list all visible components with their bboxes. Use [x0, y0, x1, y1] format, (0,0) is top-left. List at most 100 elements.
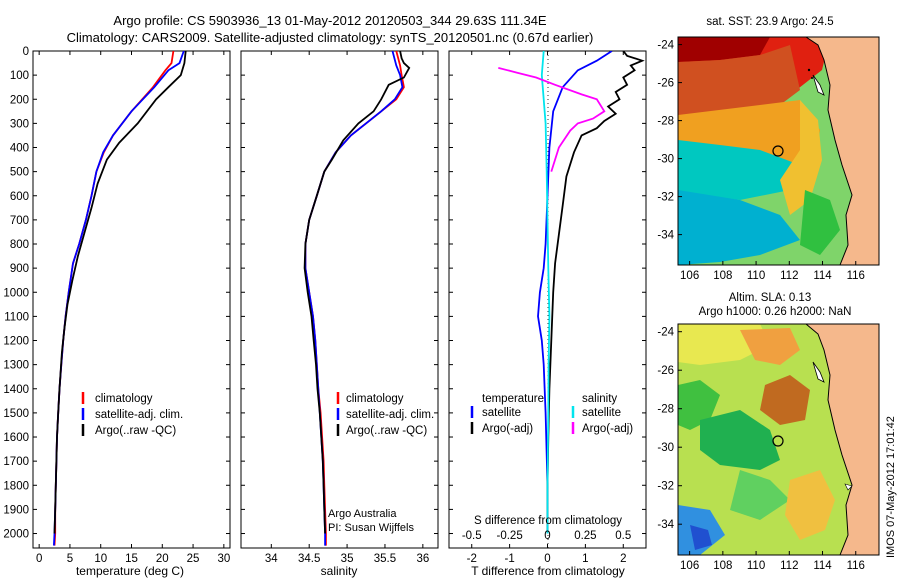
temperature-y-tick-label: 600	[10, 191, 29, 203]
difference-series-group	[498, 51, 645, 534]
diff-legend-salinity-title: salinity	[582, 393, 617, 405]
temperature-x-tick-label: 25	[187, 553, 200, 565]
sla-map-x-tick-label: 108	[713, 560, 732, 572]
difference-top-tick-label: 0.5	[615, 530, 631, 542]
temperature-legend: climatology satellite-adj. clim. Argo(..…	[81, 392, 183, 437]
sla-map-frame	[677, 323, 880, 556]
difference-axes: -2 -1 0 1 2 -0.5 -0.25 0 0.25 0.5	[449, 50, 646, 565]
temperature-y-tick-label: 100	[10, 70, 29, 82]
header-line-2: Climatology: CARS2009. Satellite-adjuste…	[66, 30, 594, 45]
sst-map-frame	[677, 36, 880, 266]
salinity-x-tick-label: 34.5	[298, 553, 320, 565]
sla-map-x-tick-label: 112	[780, 560, 798, 572]
temperature-series-argo-raw-qc	[53, 51, 187, 534]
salinity-series-argo-raw-qc	[303, 51, 411, 534]
difference-series-salinity-satellite	[540, 51, 551, 534]
difference-series-satellite	[537, 51, 613, 534]
sla-map-y-tick-label: -34	[657, 519, 674, 531]
sst-map-y-tick-label: -28	[657, 116, 674, 128]
difference-x-tick-label: -1	[504, 553, 514, 565]
salinity-x-tick-label: 36	[416, 553, 429, 565]
sla-map-x-tick-label: 110	[747, 560, 765, 572]
temperature-y-tick-label: 1200	[3, 336, 29, 348]
temperature-y-tick-label: 1100	[4, 311, 29, 323]
temperature-legend-argo: Argo(..raw -QC)	[95, 425, 176, 437]
imos-timestamp: IMOS 07-May-2012 17:01:42	[885, 416, 897, 558]
sst-map-field	[678, 37, 879, 265]
sla-map-title-line-2: Argo h1000: 0.26 h2000: NaN	[699, 306, 852, 318]
salinity-x-label: salinity	[321, 564, 358, 578]
temperature-y-tick-label: 0	[23, 46, 29, 58]
temperature-panel: 0 5 10 15 20 25 300100200300400500600700800900…	[3, 46, 231, 578]
difference-top-label: S difference from climatology	[474, 515, 622, 527]
difference-legend-salinity: salinity satellite Argo(-adj)	[571, 393, 633, 435]
sst-map-x-tick-label: 116	[847, 270, 865, 282]
temperature-x-tick-label: 5	[67, 553, 73, 565]
diff-legend-temperature-satellite: satellite	[482, 407, 521, 419]
temperature-y-tick-label: 1800	[3, 480, 29, 492]
sst-map-x-tick-label: 106	[680, 270, 699, 282]
diff-legend-temperature-title: temperature	[482, 393, 544, 405]
difference-legend-temperature: temperature satellite Argo(-adj)	[470, 393, 544, 435]
temperature-y-tick-label: 500	[10, 167, 29, 179]
salinity-legend-satellite: satellite-adj. clim.	[346, 409, 434, 421]
difference-x-tick-label: 0	[544, 553, 550, 565]
difference-top-tick-label: 0	[544, 530, 550, 542]
temperature-legend-climatology: climatology	[95, 393, 153, 405]
sla-map-title-line-1: Altim. SLA: 0.13	[729, 292, 811, 304]
temperature-y-tick-label: 400	[10, 143, 29, 155]
sst-map-x-tick-label: 110	[747, 270, 765, 282]
temperature-axes: 0 5 10 15 20 25 300100200300400500600700800900…	[3, 46, 230, 565]
salinity-legend: climatology satellite-adj. clim. Argo(..…	[336, 392, 434, 437]
temperature-y-tick-label: 1700	[3, 456, 29, 468]
sla-map-x-tick-label: 106	[680, 560, 699, 572]
temperature-x-tick-label: 10	[94, 553, 107, 565]
temperature-y-tick-label: 200	[10, 94, 29, 106]
difference-x-label: T difference from climatology	[471, 564, 625, 578]
sst-map-y-tick-label: -24	[657, 40, 674, 52]
temperature-series-group	[53, 51, 187, 546]
salinity-legend-argo: Argo(..raw -QC)	[346, 425, 427, 437]
sst-map-y-tick-label: -30	[657, 154, 674, 166]
difference-x-tick-label: -2	[467, 553, 477, 565]
sla-map-x-tick-label: 114	[813, 560, 832, 572]
difference-series-salinity-argo-adj	[498, 67, 606, 172]
sla-map-panel: Altim. SLA: 0.13 Argo h1000: 0.26 h2000:…	[657, 292, 880, 572]
temperature-plot-frame	[32, 50, 231, 549]
sla-map-x-tick-label: 116	[847, 560, 865, 572]
temperature-x-tick-label: 0	[36, 553, 42, 565]
sla-profile-marker	[772, 435, 784, 447]
salinity-series-group	[303, 51, 411, 546]
salinity-panel: 34 34.5 35 35.5 36 salinity climatology sate…	[240, 50, 439, 578]
sla-map-axes: 106 108 110 112 114 116 -24 -26 -28 -30 -32 -34	[657, 327, 865, 572]
temperature-y-tick-label: 300	[10, 118, 29, 130]
salinity-x-tick-label: 35.5	[374, 553, 396, 565]
salinity-x-tick-label: 34	[265, 553, 278, 565]
temperature-y-tick-label: 800	[10, 239, 29, 251]
sla-map-y-tick-label: -30	[657, 442, 674, 454]
salinity-legend-climatology: climatology	[346, 393, 404, 405]
difference-series-argo-adj	[546, 51, 645, 534]
sst-map-title: sat. SST: 23.9 Argo: 24.5	[706, 16, 833, 28]
sla-map-y-tick-label: -28	[657, 404, 674, 416]
temperature-y-tick-label: 1900	[3, 504, 29, 516]
diff-legend-temperature-argo: Argo(-adj)	[482, 423, 533, 435]
temperature-y-tick-label: 2000	[3, 529, 29, 541]
salinity-x-tick-label: 35	[341, 553, 354, 565]
salinity-axes: 34 34.5 35 35.5 36	[241, 50, 438, 565]
temperature-y-tick-label: 900	[10, 263, 29, 275]
temperature-y-tick-label: 1600	[3, 432, 29, 444]
temperature-y-tick-label: 1500	[3, 408, 29, 420]
sla-map-y-tick-label: -32	[657, 481, 674, 493]
sst-map-y-tick-label: -34	[657, 230, 674, 242]
salinity-plot-frame	[240, 50, 439, 549]
temperature-x-tick-label: 30	[217, 553, 230, 565]
header-line-1: Argo profile: CS 5903936_13 01-May-2012 …	[113, 13, 547, 28]
sla-map-y-tick-label: -24	[657, 327, 674, 339]
temperature-x-label: temperature (deg C)	[76, 564, 184, 578]
diff-legend-salinity-argo: Argo(-adj)	[582, 423, 633, 435]
temperature-y-tick-label: 1000	[3, 287, 29, 299]
temperature-y-tick-label: 1400	[3, 384, 29, 396]
difference-panel: -2 -1 0 1 2 -0.5 -0.25 0 0.25 0.5 T difference fr…	[448, 50, 647, 578]
